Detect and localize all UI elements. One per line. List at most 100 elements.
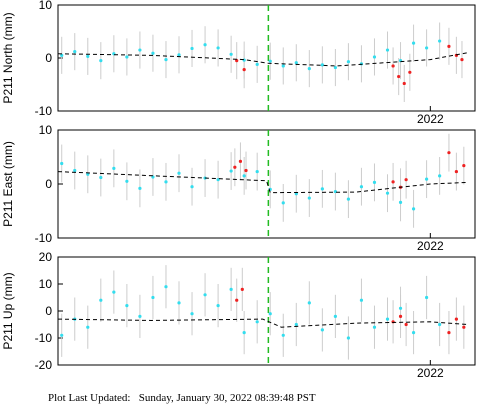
data-point [385,317,390,321]
data-point [402,81,406,86]
y-axis-label: P211 Up (mm) [1,272,15,349]
data-point [346,336,351,340]
plot-frame [57,4,476,112]
data-point [372,55,377,59]
data-point [268,59,272,63]
data-point [424,46,429,50]
data-point [460,57,464,62]
data-point [112,290,116,294]
plot-frame [57,256,476,366]
data-point [138,48,142,52]
data-point [398,200,403,204]
y-tick-label: 0 [45,51,52,65]
data-point [86,172,90,176]
data-point [447,151,451,155]
trend-line [57,318,468,328]
data-point [164,285,168,289]
data-point [216,46,220,50]
y-tick-label: 0 [45,304,52,318]
data-point [454,317,458,321]
data-point [125,55,129,59]
data-point [99,59,103,63]
data-point [138,186,142,190]
data-point [73,50,77,54]
data-point [86,325,90,329]
data-point [112,166,116,170]
data-point [408,70,412,74]
data-point [255,169,259,174]
data-point [424,295,429,300]
data-point [346,197,351,201]
data-point [398,306,403,310]
y-axis-label: P211 North (mm) [1,12,15,103]
data-point [462,164,466,168]
data-point [404,322,408,327]
data-point [454,169,458,174]
y-tick-label: 10 [39,0,53,12]
data-point [164,57,168,62]
data-point [320,187,324,191]
data-point [281,333,285,337]
data-point [229,52,233,56]
plot-frame [57,129,476,239]
data-point [462,325,466,329]
data-point [333,65,337,70]
data-point [164,180,168,184]
data-point [190,46,194,51]
data-point [203,293,207,297]
data-point [385,48,390,52]
data-point [307,301,311,305]
y-tick-label: 10 [39,123,53,137]
data-point [229,169,233,173]
data-point [216,304,220,308]
data-point [60,161,64,166]
data-point [294,322,298,327]
data-point [359,298,364,302]
x-tick-label: 2022 [417,112,444,126]
trend-line [57,171,468,194]
data-point [125,304,129,308]
data-point [244,168,248,173]
data-point [346,60,351,64]
data-point [177,171,181,175]
data-point [255,320,259,324]
footer: Plot Last Updated: Sunday, January 30, 2… [48,392,316,404]
data-point [235,59,239,63]
data-point [411,41,416,45]
data-point [372,180,377,184]
y-tick-label: -10 [35,104,53,118]
y-tick-label: 0 [45,177,52,191]
y-tick-label: -20 [35,358,53,372]
trend-line [57,52,468,67]
data-point [391,180,395,184]
y-axis-label: P211 East (mm) [1,141,15,227]
data-point [424,177,429,181]
data-point [359,185,364,189]
data-point [255,62,259,66]
data-point [99,175,103,180]
data-point [73,168,77,173]
data-point [235,298,239,302]
data-point [242,68,246,72]
data-point [281,201,285,205]
data-point [177,53,181,57]
y-tick-label: -10 [35,331,53,345]
data-point [404,178,408,182]
data-point [242,58,246,62]
data-point [238,159,243,163]
data-point [281,64,285,68]
data-point [391,64,395,68]
data-point [307,67,311,71]
data-point [242,174,246,178]
data-point [320,63,324,67]
data-point [240,287,244,291]
data-point [438,39,442,43]
y-tick-label: -10 [35,231,53,245]
data-point [385,191,390,195]
data-point [229,287,233,291]
data-point [99,298,103,302]
data-point [320,328,324,332]
data-point [411,331,416,335]
y-tick-label: 20 [39,250,53,264]
